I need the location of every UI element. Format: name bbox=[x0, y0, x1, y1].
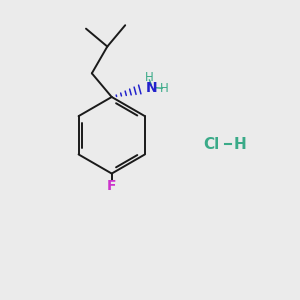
Text: N: N bbox=[146, 81, 157, 94]
Text: H: H bbox=[160, 82, 169, 95]
Text: Cl: Cl bbox=[203, 136, 219, 152]
Text: F: F bbox=[107, 179, 116, 193]
Text: H: H bbox=[145, 70, 154, 83]
Text: H: H bbox=[234, 136, 247, 152]
